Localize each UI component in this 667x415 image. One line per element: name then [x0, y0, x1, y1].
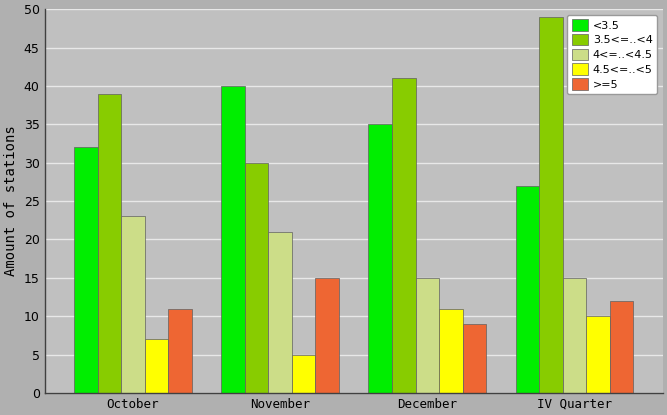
Bar [74, 147, 97, 393]
Bar [145, 339, 168, 393]
Bar [416, 278, 439, 393]
Bar [586, 316, 610, 393]
Legend: <3.5, 3.5<=..<4, 4<=..<4.5, 4.5<=..<5, >=5: <3.5, 3.5<=..<4, 4<=..<4.5, 4.5<=..<5, >… [567, 15, 657, 94]
Bar [539, 17, 563, 393]
Bar [439, 308, 463, 393]
Bar [516, 186, 539, 393]
Bar [610, 301, 634, 393]
Bar [292, 354, 315, 393]
Bar [563, 278, 586, 393]
Bar [97, 94, 121, 393]
Bar [268, 232, 292, 393]
Bar [121, 216, 145, 393]
Y-axis label: Amount of stations: Amount of stations [4, 126, 18, 276]
Bar [245, 163, 268, 393]
Bar [368, 124, 392, 393]
Bar [221, 86, 245, 393]
Bar [315, 278, 339, 393]
Bar [168, 308, 192, 393]
Bar [463, 324, 486, 393]
Bar [392, 78, 416, 393]
